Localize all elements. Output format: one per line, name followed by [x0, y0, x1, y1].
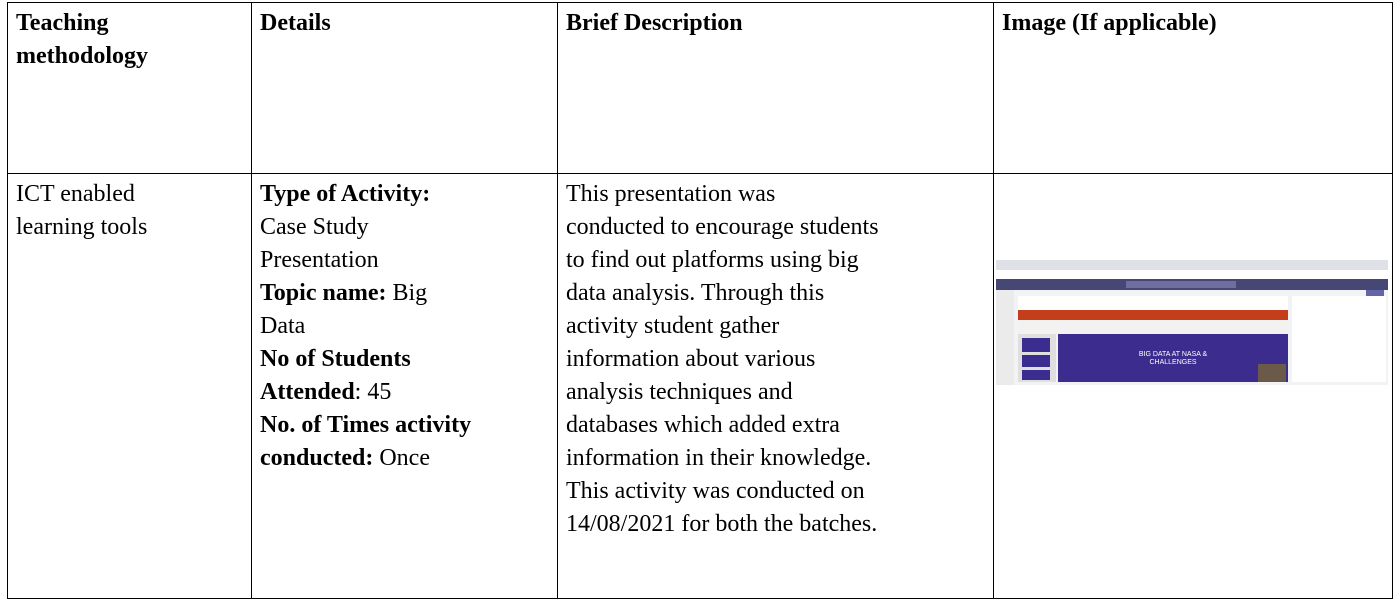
detail-label: Type of Activity: [260, 181, 431, 207]
video-tile [1258, 364, 1286, 382]
slide [1058, 334, 1288, 382]
ppt-ribbon [1018, 310, 1288, 320]
methodology-line: learning tools [16, 214, 148, 240]
header-cell: Details [251, 2, 558, 174]
meeting-header [1018, 296, 1288, 310]
header-cell: Teaching methodology [7, 2, 252, 174]
description-cell: This presentation was conducted to encour… [557, 173, 994, 599]
description-line: activity student gather [566, 313, 780, 339]
detail-value: Big [392, 280, 428, 306]
header-cell: Brief Description [557, 2, 994, 174]
detail-label: Topic name: [260, 280, 387, 306]
ppt-toolbar [1018, 320, 1288, 334]
page: {"table": { "header": ["Teaching methodo… [7, 2, 1393, 599]
leave-button [1366, 290, 1384, 296]
description-line: to find out platforms using big [566, 247, 859, 273]
side-rail [996, 290, 1014, 385]
data-row: ICT enabled learning tools Type of Activ… [7, 173, 1393, 599]
description-line: conducted to encourage students [566, 214, 879, 240]
detail-label: Attended [260, 379, 355, 405]
chat-panel [1292, 296, 1386, 382]
detail-value: Case Study [260, 214, 369, 240]
slide-title: CHALLENGES [1149, 359, 1196, 366]
taskbar [996, 385, 1388, 395]
methodology-line: ICT enabled [16, 181, 135, 207]
address-bar [996, 270, 1388, 279]
detail-value: Presentation [260, 247, 379, 273]
detail-label: No. of Times activity [260, 412, 472, 438]
browser-tabs [996, 260, 1388, 270]
search-box [1126, 281, 1236, 288]
detail-value: : 45 [354, 379, 392, 405]
header-row: Teaching methodology Details Brief Descr… [7, 2, 1393, 174]
screenshot-image: BIG DATA AT NASA & CHALLENGES [996, 260, 1388, 395]
image-cell: BIG DATA AT NASA & CHALLENGES [993, 173, 1393, 599]
details-cell: Type of Activity: Case Study Presentatio… [251, 173, 558, 599]
activity-table: Teaching methodology Details Brief Descr… [7, 2, 1393, 599]
description-line: information in their knowledge. [566, 445, 872, 471]
detail-label: No of Students [260, 346, 411, 372]
slide-title: BIG DATA AT NASA & [1139, 351, 1208, 358]
detail-value: Once [379, 445, 430, 471]
header-cell: Image (If applicable) [993, 2, 1393, 174]
description-line: This activity was conducted on [566, 478, 865, 504]
description-line: data analysis. Through this [566, 280, 825, 306]
description-line: This presentation was [566, 181, 776, 207]
slide-thumb [1022, 370, 1050, 380]
description-line: information about various [566, 346, 816, 372]
description-line: databases which added extra [566, 412, 840, 438]
detail-value: Data [260, 313, 306, 339]
description-line: analysis techniques and [566, 379, 793, 405]
detail-label: conducted: [260, 445, 374, 471]
slide-thumb [1022, 355, 1050, 367]
methodology-cell: ICT enabled learning tools [7, 173, 252, 599]
description-line: 14/08/2021 for both the batches. [566, 511, 878, 537]
slide-thumb [1022, 338, 1050, 352]
